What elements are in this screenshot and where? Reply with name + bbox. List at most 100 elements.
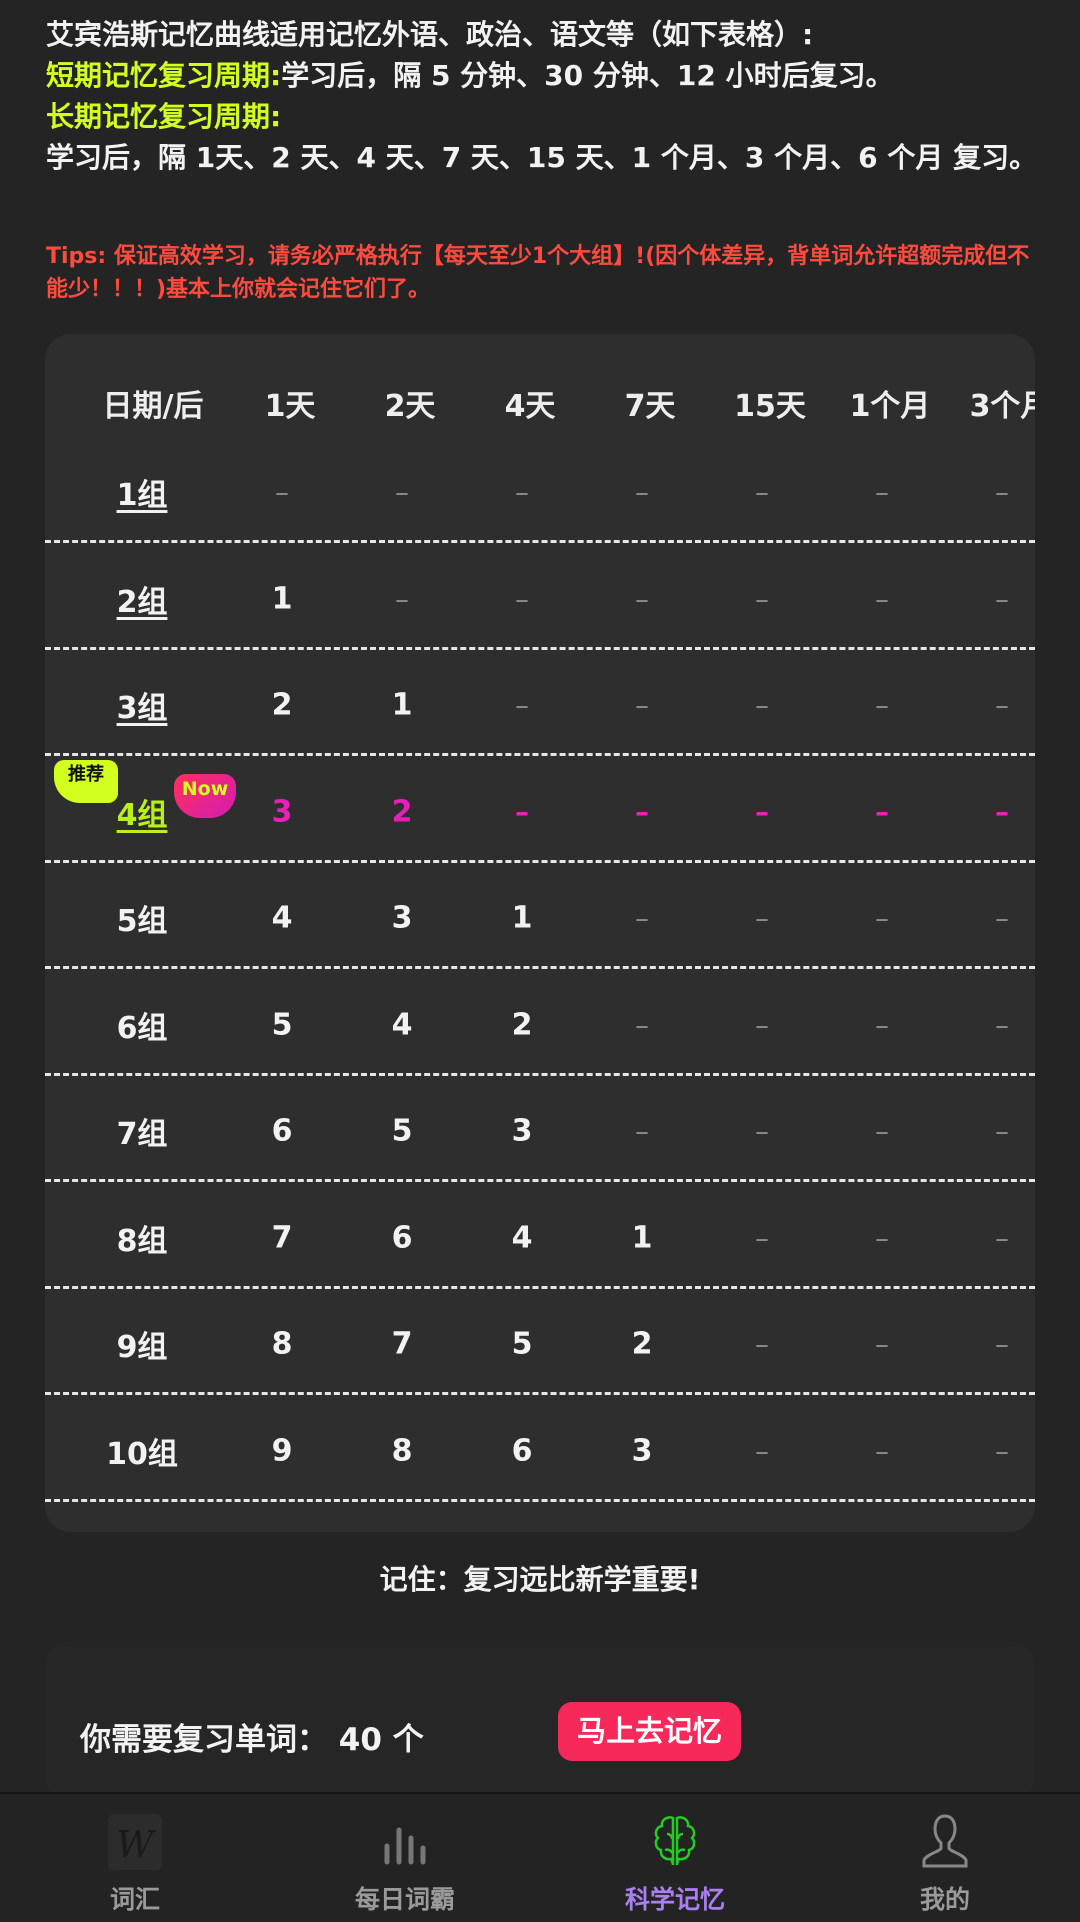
review-cell: 6 [271, 1113, 293, 1149]
long-term-label: 长期记忆复习周期: [46, 100, 282, 133]
recommend-badge: 推荐 [54, 760, 118, 803]
empty-cell: – [995, 1221, 1009, 1254]
remember-text: 记住：复习远比新学重要! [379, 1563, 701, 1596]
empty-cell: – [995, 1008, 1009, 1041]
empty-cell: – [875, 688, 889, 722]
group-label[interactable]: 4组 [116, 797, 168, 833]
intro-text: 艾宾浩斯记忆曲线适用记忆外语、政治、语文等（如下表格）: 短期记忆复习周期:学习… [46, 14, 1046, 178]
row-divider [45, 753, 1035, 756]
empty-cell: – [875, 1327, 889, 1361]
review-count-text: 你需要复习单词： 40 个 [80, 1714, 424, 1759]
review-cell: 5 [511, 1326, 533, 1362]
review-cell: 2 [271, 687, 293, 723]
w-logo-icon: W [108, 1814, 162, 1870]
empty-cell: – [755, 1327, 769, 1361]
column-header: 1个月 [849, 389, 931, 424]
empty-cell: – [875, 582, 889, 615]
empty-cell: – [755, 475, 769, 509]
empty-cell: – [515, 688, 529, 722]
group-label: 5组 [116, 904, 168, 939]
empty-cell: – [635, 901, 649, 935]
column-header: 日期/后 [102, 389, 204, 424]
review-cell: 2 [391, 794, 413, 829]
person-icon [922, 1814, 968, 1868]
empty-cell: – [875, 1434, 889, 1467]
column-header: 7天 [624, 389, 676, 424]
short-term-line: 短期记忆复习周期:学习后，隔 5 分钟、30 分钟、12 小时后复习。 [46, 55, 1046, 96]
column-header: 3个月 [969, 389, 1035, 424]
tab-daily[interactable]: 每日词霸 [305, 1794, 505, 1922]
empty-cell: – [635, 1008, 649, 1041]
row-divider [45, 859, 1035, 863]
tab-vocabulary[interactable]: W 词汇 [35, 1794, 235, 1922]
group-label: 10组 [106, 1436, 178, 1472]
empty-cell: – [395, 475, 409, 509]
review-cell: 4 [271, 900, 293, 936]
start-review-button[interactable]: 马上去记忆 [558, 1702, 741, 1761]
empty-cell: – [635, 795, 649, 828]
intro-line1: 艾宾浩斯记忆曲线适用记忆外语、政治、语文等（如下表格）: [46, 18, 814, 51]
empty-cell: – [635, 1114, 649, 1148]
empty-cell: – [755, 1434, 769, 1467]
long-term-text: 学习后，隔 1天、2 天、4 天、7 天、15 天、1 个月、3 个月、6 个月… [46, 141, 1038, 174]
review-cell: 8 [271, 1326, 293, 1362]
empty-cell: – [755, 1008, 769, 1041]
tab-label: 词汇 [109, 1885, 160, 1914]
empty-cell: – [755, 582, 769, 615]
tab-science-memory[interactable]: 科学记忆 [575, 1794, 775, 1922]
row-divider [45, 1285, 1035, 1289]
review-cell: 1 [631, 1220, 653, 1255]
review-card [45, 1641, 1035, 1801]
empty-cell: – [995, 582, 1009, 615]
group-label: 9组 [116, 1330, 168, 1365]
review-cell: 1 [511, 900, 533, 936]
group-label[interactable]: 2组 [116, 584, 168, 620]
empty-cell: – [875, 901, 889, 935]
group-label: 8组 [116, 1223, 168, 1259]
empty-cell: – [995, 1327, 1009, 1361]
review-cell: 7 [391, 1326, 413, 1362]
empty-cell: – [755, 795, 769, 828]
group-label: 7组 [116, 1117, 168, 1152]
group-label[interactable]: 3组 [116, 691, 168, 726]
empty-cell: – [875, 1221, 889, 1254]
brain-icon [654, 1816, 696, 1866]
review-cell: 8 [391, 1433, 413, 1468]
review-cell: 3 [511, 1113, 533, 1149]
review-count: 40 [338, 1722, 382, 1758]
empty-cell: – [995, 688, 1009, 722]
review-unit: 个 [392, 1722, 424, 1758]
review-cell: 5 [271, 1007, 293, 1042]
review-cell: 4 [511, 1220, 533, 1255]
row-divider [45, 1179, 1035, 1182]
bars-icon [384, 1827, 426, 1865]
empty-cell: – [875, 795, 889, 828]
short-term-text: 学习后，隔 5 分钟、30 分钟、12 小时后复习。 [281, 59, 894, 92]
column-header: 1天 [264, 389, 316, 424]
review-label: 你需要复习单词： [80, 1722, 328, 1758]
tab-label: 每日词霸 [354, 1885, 455, 1914]
review-cell: 7 [271, 1220, 293, 1255]
row-divider [45, 646, 1035, 650]
empty-cell: – [875, 475, 889, 509]
review-cell: 6 [511, 1433, 533, 1468]
column-header: 2天 [384, 389, 436, 424]
review-cell: 4 [391, 1007, 413, 1042]
tab-label: 我的 [919, 1885, 970, 1914]
tab-label: 科学记忆 [624, 1885, 725, 1914]
group-label: 6组 [116, 1010, 168, 1046]
tips-text: Tips: 保证高效学习，请务必严格执行【每天至少1个大组】!(因个体差异，背单… [46, 244, 1030, 302]
tab-mine[interactable]: 我的 [845, 1794, 1045, 1922]
empty-cell: – [755, 1114, 769, 1148]
row-divider [45, 1072, 1035, 1076]
empty-cell: – [515, 475, 529, 509]
empty-cell: – [755, 901, 769, 935]
review-cell: 2 [511, 1007, 533, 1042]
empty-cell: – [395, 582, 409, 615]
group-label[interactable]: 1组 [116, 478, 168, 513]
empty-cell: – [995, 795, 1009, 828]
review-cell: 1 [271, 581, 293, 616]
review-schedule-table: 日期/后 1天 2天 4天 7天 15天 1个月 3个月 1组 – – – – – – – 2组 1 – – – – – – 3… [45, 334, 1035, 1532]
review-cell: 3 [391, 900, 413, 936]
empty-cell: – [635, 688, 649, 722]
